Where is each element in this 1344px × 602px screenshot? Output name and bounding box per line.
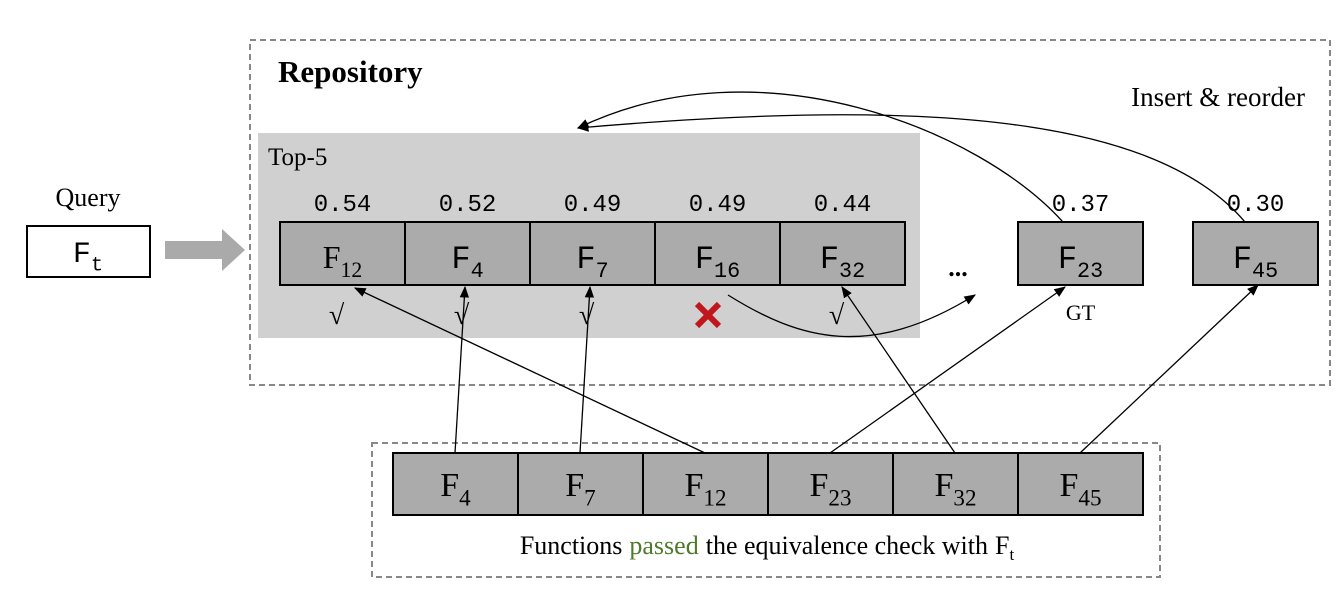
score: 0.49 (689, 192, 747, 219)
caption-subject: F (995, 531, 1009, 560)
fail-cross (694, 301, 722, 329)
score: 0.49 (564, 192, 622, 219)
function-name: Ft (73, 238, 103, 277)
function-name: F4 (440, 467, 471, 512)
function-index: 7 (596, 259, 609, 284)
reorder-note: Insert & reorder (1131, 82, 1305, 112)
function-box (1017, 452, 1144, 516)
links (353, 91, 1259, 454)
function-letter: F (440, 467, 459, 504)
function-index: 4 (459, 486, 471, 512)
link (454, 285, 470, 454)
function-box (1017, 221, 1144, 286)
caption-text: the equivalence check with (706, 531, 988, 560)
function-letter: F (73, 238, 91, 272)
function-letter: F (1058, 241, 1077, 278)
function-name: F23 (809, 467, 851, 512)
function-letter: F (1059, 467, 1078, 504)
function-box (279, 221, 406, 286)
reorder-arrow (576, 91, 1064, 223)
function-letter: F (820, 241, 839, 278)
function-letter: F (1233, 241, 1252, 278)
function-box (642, 452, 769, 516)
link (1079, 284, 1259, 454)
function-letter: F (451, 241, 470, 278)
query-label: Query (56, 183, 121, 212)
function-letter: F (695, 241, 714, 278)
function-index: 23 (1077, 259, 1103, 284)
check-mark: √ (829, 300, 845, 331)
function-letter: F (809, 467, 828, 504)
query-arrow (165, 229, 245, 271)
link (829, 286, 1066, 454)
function-box (779, 221, 906, 286)
function-name: F12 (323, 239, 363, 282)
function-letter: F (323, 239, 341, 275)
function-index: 4 (471, 259, 484, 284)
function-index: 16 (714, 259, 740, 284)
function-index: t (91, 254, 103, 277)
function-name: F32 (934, 467, 976, 512)
score: 0.44 (814, 192, 872, 219)
score: 0.30 (1227, 192, 1285, 219)
repository-title: Repository (278, 54, 423, 89)
function-box (392, 452, 519, 516)
reorder-arrow (576, 114, 1246, 223)
function-index: 32 (953, 486, 976, 512)
function-index: 45 (1078, 486, 1101, 512)
gt-tag: GT (1066, 300, 1096, 325)
caption-subject-index: t (1009, 545, 1014, 564)
score: 0.54 (314, 192, 372, 219)
function-index: 45 (1252, 259, 1278, 284)
check-mark: √ (329, 300, 345, 331)
passed-frame (371, 442, 1161, 578)
top-label: Top-5 (268, 144, 327, 171)
function-index: 12 (341, 258, 363, 282)
function-name: F16 (695, 241, 740, 284)
score: 0.52 (439, 192, 497, 219)
function-index: 12 (703, 486, 726, 512)
function-name: F7 (565, 467, 595, 512)
caption: Functions passed the equivalence check wit… (520, 531, 1015, 564)
function-box (654, 221, 781, 286)
function-name: F45 (1233, 241, 1278, 284)
caption-text: Functions (520, 531, 623, 560)
repository-frame (249, 39, 1331, 386)
function-name: F4 (451, 241, 483, 284)
caption-highlight: passed (629, 531, 698, 560)
query-box (26, 225, 151, 278)
function-letter: F (565, 467, 584, 504)
score: 0.37 (1052, 192, 1110, 219)
link (579, 285, 595, 454)
function-letter: F (576, 241, 595, 278)
check-mark: √ (579, 300, 595, 331)
function-index: 23 (828, 486, 851, 512)
function-letter: F (934, 467, 953, 504)
function-box (1192, 221, 1319, 286)
function-box (767, 452, 894, 516)
function-name: F7 (576, 241, 608, 284)
function-index: 7 (584, 486, 596, 512)
function-index: 32 (839, 259, 865, 284)
function-box (517, 452, 644, 516)
demote-arrow (727, 294, 976, 338)
link (841, 286, 956, 454)
function-name: F32 (820, 241, 865, 284)
function-name: F23 (1058, 241, 1103, 284)
check-mark: √ (454, 300, 470, 331)
function-name: F12 (684, 467, 726, 512)
function-box (529, 221, 656, 286)
function-box (892, 452, 1019, 516)
link (353, 287, 706, 454)
function-name: F45 (1059, 467, 1101, 512)
function-letter: F (684, 467, 703, 504)
ellipsis: ... (948, 253, 968, 282)
